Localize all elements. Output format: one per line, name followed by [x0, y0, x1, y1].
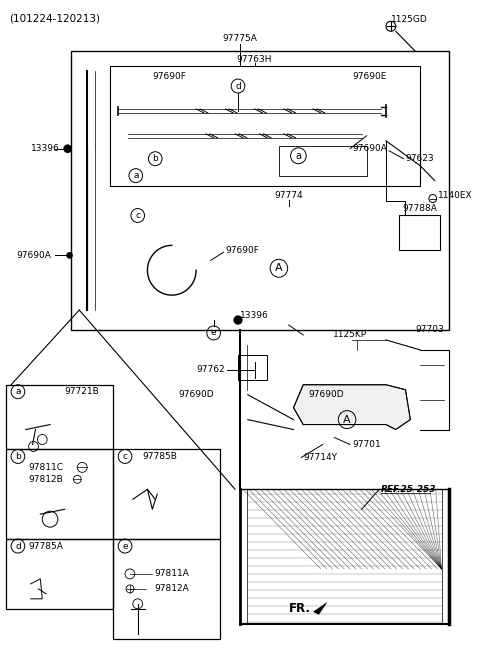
Text: 97690F: 97690F: [225, 246, 259, 255]
Text: 97701: 97701: [352, 440, 381, 449]
Text: 97775A: 97775A: [223, 34, 257, 42]
Text: 97762: 97762: [197, 365, 225, 374]
Text: a: a: [133, 171, 139, 180]
Text: 97785B: 97785B: [143, 452, 178, 461]
Text: c: c: [135, 211, 140, 220]
Bar: [399, 215, 440, 250]
Bar: [110, 66, 420, 185]
Bar: [6, 385, 113, 449]
Polygon shape: [293, 385, 410, 430]
Text: (101224-120213): (101224-120213): [9, 13, 100, 24]
Text: 97811A: 97811A: [154, 569, 189, 579]
Text: 1125GD: 1125GD: [391, 15, 428, 24]
Text: b: b: [152, 154, 158, 163]
Text: 97763H: 97763H: [237, 55, 272, 63]
Bar: [72, 51, 449, 330]
Text: 97788A: 97788A: [403, 204, 438, 213]
Text: a: a: [15, 387, 21, 396]
Text: FR.: FR.: [288, 602, 311, 615]
Text: 97812A: 97812A: [154, 584, 189, 594]
Bar: [113, 449, 220, 539]
Text: d: d: [15, 541, 21, 550]
Text: 97703: 97703: [415, 325, 444, 334]
Circle shape: [234, 316, 242, 324]
Polygon shape: [313, 602, 327, 614]
Text: 97811C: 97811C: [29, 463, 64, 472]
Text: 97785A: 97785A: [29, 541, 63, 550]
Bar: [238, 355, 267, 380]
Text: 1140EX: 1140EX: [438, 191, 472, 200]
Text: 97690A: 97690A: [16, 251, 51, 260]
Text: b: b: [15, 452, 21, 461]
Circle shape: [67, 252, 72, 259]
Text: c: c: [122, 452, 128, 461]
Text: A: A: [343, 415, 351, 424]
Bar: [113, 539, 220, 639]
Bar: [279, 146, 367, 176]
Text: e: e: [122, 541, 128, 550]
Text: 97774: 97774: [275, 191, 303, 200]
Bar: [6, 449, 113, 539]
Bar: [6, 539, 113, 609]
Text: 97690D: 97690D: [178, 390, 214, 399]
Text: 97714Y: 97714Y: [303, 453, 337, 462]
Text: 97690E: 97690E: [352, 72, 386, 80]
Text: e: e: [211, 328, 216, 338]
Text: A: A: [275, 263, 283, 273]
Text: a: a: [295, 151, 301, 161]
Text: REF.25-253: REF.25-253: [381, 485, 437, 494]
Text: 97690A: 97690A: [352, 144, 387, 153]
Text: 13396: 13396: [31, 144, 60, 153]
Text: 97721B: 97721B: [64, 387, 99, 396]
Text: 97690D: 97690D: [308, 390, 344, 399]
Text: 97812B: 97812B: [29, 475, 63, 484]
Text: 1125KP: 1125KP: [333, 330, 367, 340]
Text: d: d: [235, 82, 241, 91]
Text: 13396: 13396: [240, 311, 269, 319]
Text: 97690F: 97690F: [152, 72, 186, 80]
Text: 97623: 97623: [406, 154, 434, 163]
Circle shape: [64, 145, 72, 153]
